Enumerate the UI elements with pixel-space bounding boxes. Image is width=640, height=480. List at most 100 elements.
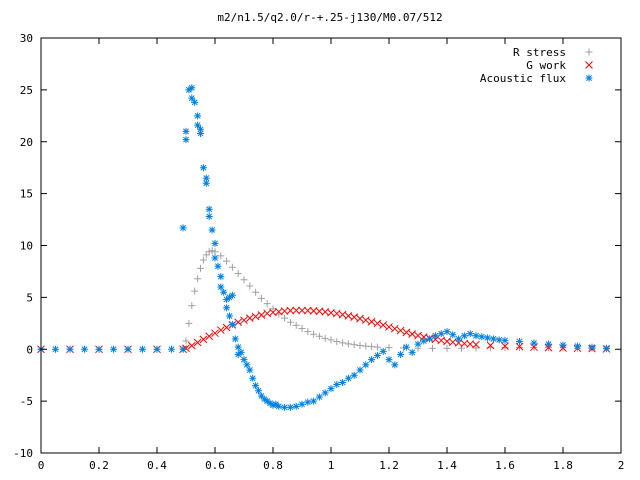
series-g-work xyxy=(37,306,611,354)
acoustic-flux-point xyxy=(269,401,277,409)
acoustic-flux-point xyxy=(304,398,312,406)
x-tick-label: 0.4 xyxy=(147,459,167,472)
legend-marker-g-work xyxy=(585,61,593,69)
acoustic-flux-point xyxy=(272,400,280,408)
acoustic-flux-point xyxy=(588,343,596,351)
acoustic-flux-point xyxy=(298,400,306,408)
acoustic-flux-point xyxy=(559,341,567,349)
acoustic-flux-point xyxy=(179,224,187,232)
g-work-point xyxy=(205,332,214,341)
g-work-point xyxy=(257,311,266,319)
r-stress-point xyxy=(217,252,225,260)
acoustic-flux-point xyxy=(153,345,161,353)
acoustic-flux-point xyxy=(110,345,117,353)
acoustic-flux-point xyxy=(243,361,251,369)
acoustic-flux-point xyxy=(188,84,196,92)
acoustic-flux-point xyxy=(339,378,347,386)
r-stress-point xyxy=(501,344,509,352)
x-tick-label: 1.2 xyxy=(379,459,399,472)
acoustic-flux-point xyxy=(281,403,289,411)
acoustic-flux-point xyxy=(516,337,523,345)
acoustic-flux-point xyxy=(545,340,552,348)
acoustic-flux-point xyxy=(484,334,492,342)
acoustic-flux-point xyxy=(194,121,202,129)
y-tick-label: -5 xyxy=(20,395,33,408)
r-stress-point xyxy=(321,334,329,342)
r-stress-point xyxy=(516,343,523,351)
legend-marker-acoustic-flux xyxy=(585,74,593,82)
acoustic-flux-point xyxy=(460,332,468,340)
acoustic-flux-point xyxy=(260,395,268,403)
acoustic-flux-point xyxy=(237,348,245,356)
acoustic-flux-point xyxy=(263,397,271,405)
g-work-point xyxy=(182,344,190,353)
g-work-point xyxy=(544,343,553,352)
r-stress-point xyxy=(199,256,207,264)
acoustic-flux-point xyxy=(431,332,439,340)
y-tick-label: 5 xyxy=(26,291,33,304)
g-work-point xyxy=(338,310,347,319)
acoustic-flux-point xyxy=(603,344,610,352)
acoustic-flux-point xyxy=(362,361,370,369)
acoustic-flux-point xyxy=(202,174,210,182)
y-tick-label: 15 xyxy=(20,188,33,201)
r-stress-point xyxy=(333,337,341,345)
axis-ticks: 0 0.2 0.4 0.6 0.8 1 1.2 1.4 1.6 1.8 2 -10 -5 0 5 10 15 20… xyxy=(13,32,624,472)
acoustic-flux-point xyxy=(124,345,132,353)
g-work-point xyxy=(280,307,289,315)
acoustic-flux-point xyxy=(234,343,242,351)
acoustic-flux-point xyxy=(182,127,190,135)
g-work-point xyxy=(240,316,248,325)
g-work-point xyxy=(309,307,318,315)
g-work-point xyxy=(472,340,480,349)
r-stress-point xyxy=(292,321,300,329)
g-work-point xyxy=(379,321,388,329)
acoustic-flux-point xyxy=(139,345,146,353)
x-tick-label: 0 xyxy=(38,459,45,472)
g-work-point xyxy=(356,314,364,323)
acoustic-flux-point xyxy=(489,335,497,343)
acoustic-flux-point xyxy=(397,350,405,358)
r-stress-point xyxy=(263,300,271,308)
acoustic-flux-point xyxy=(402,343,410,351)
acoustic-flux-point xyxy=(202,179,210,187)
g-work-point xyxy=(402,328,411,337)
g-work-point xyxy=(501,342,509,350)
r-stress-point xyxy=(472,344,480,352)
chart-title: m2/n1.5/q2.0/r-+.25-j130/M0.07/512 xyxy=(217,11,442,24)
acoustic-flux-point xyxy=(255,387,262,395)
acoustic-flux-point xyxy=(350,371,358,379)
r-stress-point xyxy=(298,325,306,332)
g-work-point xyxy=(408,330,417,338)
plot-markers xyxy=(37,84,611,411)
g-work-point xyxy=(193,338,202,347)
g-work-point xyxy=(222,323,231,332)
acoustic-flux-point xyxy=(228,291,236,299)
acoustic-flux-point xyxy=(240,356,248,364)
acoustic-flux-point xyxy=(194,112,202,120)
acoustic-flux-point xyxy=(226,312,233,320)
y-tick-label: 10 xyxy=(20,240,33,253)
acoustic-flux-point xyxy=(466,330,474,338)
acoustic-flux-point xyxy=(315,393,323,401)
x-tick-label: 1.6 xyxy=(495,459,515,472)
g-work-point xyxy=(245,314,254,322)
r-stress-point xyxy=(228,263,236,271)
r-stress-point xyxy=(362,342,370,350)
y-tick-label: 25 xyxy=(20,84,33,97)
x-tick-label: 1.4 xyxy=(437,459,457,472)
g-work-point xyxy=(373,319,382,328)
acoustic-flux-point xyxy=(286,403,294,411)
r-stress-point xyxy=(194,275,202,283)
r-stress-point xyxy=(344,340,352,348)
acoustic-flux-point xyxy=(234,350,242,358)
g-work-point xyxy=(390,324,399,333)
acoustic-flux-point xyxy=(197,125,204,133)
acoustic-flux-point xyxy=(211,254,219,262)
acoustic-flux-point xyxy=(437,330,445,338)
acoustic-flux-point xyxy=(385,356,393,364)
r-stress-point xyxy=(257,294,265,302)
g-work-point xyxy=(251,312,260,321)
r-stress-point xyxy=(304,328,312,336)
